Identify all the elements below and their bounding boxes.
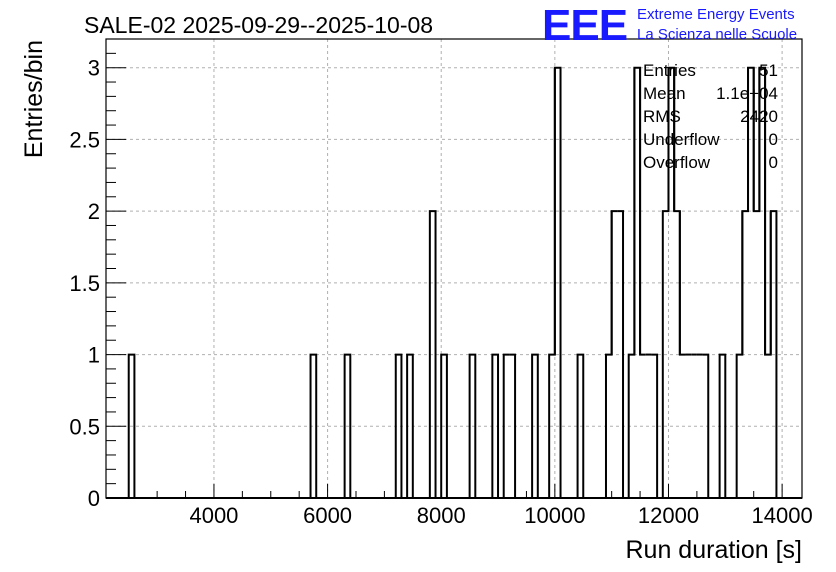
eee-logo-line2: La Scienza nelle Scuole <box>637 26 797 43</box>
histogram-bin <box>769 210 778 498</box>
x-tick-labels: 4000 6000 8000 10000 12000 14000 <box>189 503 812 528</box>
grid-lines <box>106 39 802 498</box>
histogram-bin <box>127 353 136 498</box>
histogram-bin <box>576 353 585 498</box>
y-axis-title: Entries/bin <box>20 40 48 158</box>
y-tick-labels: 0 0.5 1 1.5 2 2.5 3 <box>69 56 100 511</box>
plot-frame <box>105 38 803 499</box>
histogram-bin <box>617 210 625 498</box>
histogram-bin <box>509 353 517 498</box>
eee-logo: EEE Extreme Energy Events La Scienza nel… <box>542 1 797 50</box>
histogram-bin <box>678 211 686 356</box>
y-tick-label: 0.5 <box>69 414 100 439</box>
stats-box: Entries 51 Mean 1.1e+04 RMS 2420 Underflow 0 Ove… <box>643 61 778 172</box>
histogram-bin <box>406 353 414 498</box>
histogram-bin <box>702 353 710 498</box>
stats-value: 0 <box>769 130 778 149</box>
eee-logo-line1: Extreme Energy Events <box>637 6 795 23</box>
stats-value: 0 <box>769 153 778 172</box>
histogram-bin <box>343 353 352 498</box>
histogram-bin <box>468 353 477 498</box>
histogram-bin <box>428 210 437 498</box>
y-tick-label: 3 <box>88 56 100 81</box>
eee-logo-mark: EEE <box>542 1 627 50</box>
stats-label: Overflow <box>643 153 711 172</box>
histogram-bin <box>718 353 727 498</box>
stats-label: Entries <box>643 61 696 80</box>
y-tick-label: 2.5 <box>69 127 100 152</box>
histogram-bin <box>553 66 562 498</box>
histogram-bin <box>610 210 618 355</box>
stats-value: 51 <box>759 61 778 80</box>
histogram-bin <box>491 353 500 498</box>
chart-title: SALE-02 2025-09-29--2025-10-08 <box>84 12 433 38</box>
x-tick-label: 10000 <box>524 503 585 528</box>
x-axis-title: Run duration [s] <box>626 536 803 564</box>
stats-label: RMS <box>643 107 681 126</box>
x-tick-label: 4000 <box>189 503 238 528</box>
histogram-bin <box>531 353 539 498</box>
stats-value: 2420 <box>740 107 778 126</box>
histogram-bin <box>394 353 403 498</box>
stats-label: Underflow <box>643 130 720 149</box>
histogram-bin <box>639 67 646 356</box>
stats-label: Mean <box>643 84 686 103</box>
x-tick-label: 12000 <box>638 503 699 528</box>
y-tick-label: 0 <box>88 486 100 511</box>
y-tick-label: 2 <box>88 199 100 224</box>
stats-value: 1.1e+04 <box>716 84 778 103</box>
histogram-bin <box>651 353 659 498</box>
y-tick-label: 1.5 <box>69 271 100 296</box>
y-tick-label: 1 <box>88 343 100 368</box>
x-tick-label: 8000 <box>417 503 466 528</box>
histogram-bin <box>502 353 510 498</box>
histogram-bin <box>309 353 318 498</box>
x-tick-label: 14000 <box>752 503 813 528</box>
histogram-bin <box>440 353 448 498</box>
x-tick-label: 6000 <box>303 503 352 528</box>
